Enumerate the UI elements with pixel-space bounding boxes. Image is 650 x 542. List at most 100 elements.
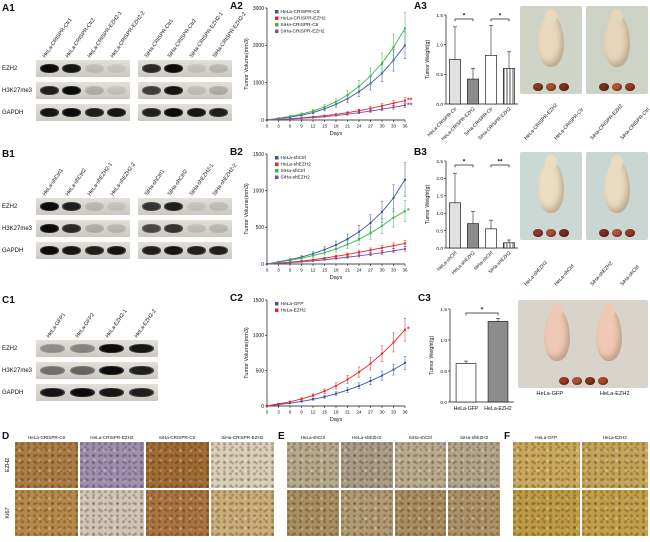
ihc-image (340, 490, 393, 536)
protein-band (186, 246, 206, 255)
svg-text:18: 18 (333, 124, 339, 129)
ihc-panel-e: E HeLa-shCtrl HeLa-shEZH2 SiHa-shCtrl SiHa-… (278, 432, 500, 536)
svg-text:2.0: 2.0 (436, 176, 443, 182)
protein-band (107, 224, 127, 233)
mouse-label: SiHa-shEZH2 (589, 260, 615, 288)
protein-band (99, 344, 125, 353)
mouse-head (611, 155, 623, 169)
mouse-photo (520, 6, 582, 94)
blot-membrane (138, 104, 232, 121)
protein-band (186, 224, 206, 233)
svg-text:0.0: 0.0 (440, 400, 447, 406)
svg-text:0: 0 (261, 404, 264, 410)
protein-band (186, 202, 206, 211)
svg-text:1.5: 1.5 (436, 194, 443, 200)
svg-text:**: ** (497, 159, 503, 166)
protein-band (84, 108, 104, 117)
ihc-image (340, 442, 393, 488)
mouse-figure: SiHa-CRISPR-EZH2 SiHa-CRISPR-Ctrl (586, 6, 650, 142)
western-blot-a1: A1 HeLa-CRISPR-Ctr1 HeLa-CRISPR-Ctr2 HeLa-… (2, 3, 248, 146)
protein-band (99, 388, 125, 397)
svg-text:HeLa-shCtrl: HeLa-shCtrl (281, 155, 307, 161)
svg-text:HeLa-CRISPR-EZH2: HeLa-CRISPR-EZH2 (440, 106, 476, 142)
panel-label-f: F (504, 431, 511, 442)
svg-text:HeLa-CRISPR-Ctr: HeLa-CRISPR-Ctr (426, 106, 458, 138)
western-blot-c1: C1 HeLa-GFP1 HeLa-GFP2 HeLa-EZH2-1 HeLa-EZH… (2, 296, 158, 426)
tumor-specimen (546, 229, 556, 237)
blot-membrane (138, 82, 232, 99)
protein-band (84, 246, 104, 255)
svg-text:**: ** (407, 98, 413, 105)
svg-text:HeLa-CRISPR-Ctr: HeLa-CRISPR-Ctr (281, 9, 321, 15)
svg-text:1.5: 1.5 (436, 13, 443, 19)
tumor-specimen (599, 229, 609, 237)
mouse-head (545, 155, 557, 169)
mouse-body (538, 15, 564, 67)
protein-band (69, 388, 95, 397)
svg-text:1500: 1500 (253, 152, 264, 158)
protein-label: H3K27me3 (2, 225, 33, 232)
svg-text:SiHa-CRISPR-Ctr: SiHa-CRISPR-Ctr (281, 22, 320, 28)
svg-text:0.5: 0.5 (436, 228, 443, 234)
mouse-head (551, 303, 563, 317)
svg-text:SiHa-shEZH2: SiHa-shEZH2 (281, 175, 311, 181)
sample-label: HeLa-shCtrl2 (64, 167, 88, 197)
svg-text:0: 0 (261, 118, 264, 124)
mouse-photo (586, 6, 648, 94)
mouse-photos-a3: HeLa-CRISPR-EZH2 HeLa-CRISPR-Ctr SiHa-CRIS… (520, 6, 650, 142)
ihc-image (15, 490, 79, 536)
ihc-column-labels: HeLa-shCtrl HeLa-shEZH2 SiHa-shCtrl SiHa-sh… (287, 432, 500, 441)
ihc-column-label: HeLa-CRISPR-EZH2 (90, 435, 134, 441)
svg-text:1500: 1500 (253, 298, 264, 304)
blot-membrane (36, 220, 130, 237)
protein-band (164, 202, 184, 211)
svg-text:1000: 1000 (253, 188, 264, 194)
tumor-specimen (558, 377, 569, 385)
protein-band (141, 224, 161, 233)
blot-rows: EZH2 H3K27me3 GAPDH (2, 60, 232, 121)
ihc-image (145, 442, 210, 488)
sample-label: SiHa-shCtrl2 (166, 168, 189, 197)
svg-text:*: * (407, 208, 410, 215)
protein-band (141, 86, 161, 95)
svg-text:HeLa-EZH2: HeLa-EZH2 (281, 308, 307, 314)
svg-text:2.5: 2.5 (436, 159, 443, 165)
svg-text:SiHa-CRISPR-EZH2: SiHa-CRISPR-EZH2 (477, 106, 513, 142)
svg-text:12: 12 (310, 124, 316, 129)
svg-text:0: 0 (261, 262, 264, 268)
ihc-image (80, 490, 144, 536)
tumor-weight-chart-a3: 0.0 0.5 1.0 1.5 Tumor Weight(g) * * HeLa-CRISPR… (422, 2, 522, 149)
panel-label-a1: A1 (2, 3, 15, 14)
protein-label: EZH2 (2, 203, 18, 210)
mouse-labels: HeLa-shEZH2 HeLa-shCtrl (520, 240, 582, 288)
ihc-image (80, 442, 144, 488)
svg-text:*: * (481, 307, 484, 314)
svg-text:15: 15 (322, 124, 328, 129)
western-blot-b1: B1 HeLa-shCtrl1 HeLa-shCtrl2 HeLa-shEZH2-1… (2, 150, 238, 290)
ihc-column-label: HeLa-shEZH2 (352, 435, 382, 441)
sample-label: HeLa-EZH2-1 (104, 308, 129, 339)
svg-text:6: 6 (289, 124, 292, 129)
sample-label: HeLa-shEZH2-2 (109, 161, 137, 197)
tumor-specimen (559, 83, 569, 91)
protein-band (186, 86, 206, 95)
chart-C3: 0.0 0.5 1.0 1.5 Tumor Weight(g) * HeLa-GFP HeLa… (429, 307, 514, 412)
mouse-figure: HeLa-CRISPR-EZH2 HeLa-CRISPR-Ctr (520, 6, 585, 142)
svg-text:Tumor Weight(g): Tumor Weight(g) (425, 185, 431, 225)
protein-band (164, 86, 184, 95)
ihc-image (287, 490, 339, 536)
ihc-column-labels: HeLa-GFP HeLa-EZH2 (513, 432, 648, 441)
panel-label-c3: C3 (418, 293, 431, 304)
sample-label: HeLa-GFP1 (45, 311, 67, 339)
protein-band (128, 344, 154, 353)
blot-membrane (36, 104, 130, 121)
mouse-head (545, 9, 557, 23)
svg-text:33: 33 (391, 268, 397, 273)
svg-text:Days: Days (330, 417, 343, 423)
svg-text:Days: Days (330, 275, 343, 281)
mouse-label: HeLa-GFP (536, 391, 564, 397)
mouse-figure: HeLa-shEZH2 HeLa-shCtrl (520, 152, 582, 288)
svg-text:36: 36 (402, 268, 408, 273)
protein-band (209, 86, 229, 95)
